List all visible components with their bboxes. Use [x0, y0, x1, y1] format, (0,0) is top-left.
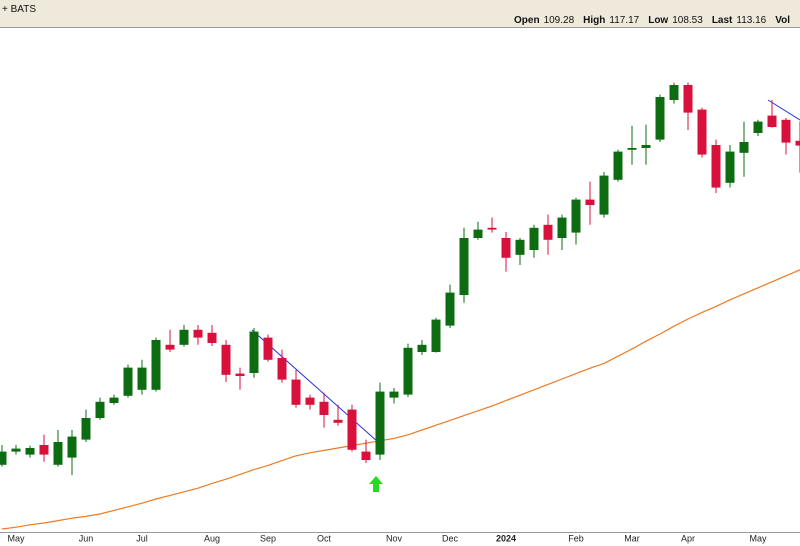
- quote-value: 113.16: [736, 15, 767, 26]
- candle-body: [39, 445, 49, 455]
- candle-body: [109, 397, 119, 403]
- candle-body: [319, 401, 329, 415]
- candle-body: [529, 227, 539, 250]
- candle-body: [473, 229, 483, 238]
- candle-body: [235, 373, 245, 376]
- candle-body: [347, 409, 357, 450]
- candle-body: [25, 448, 35, 455]
- x-tick-label: Nov: [386, 533, 403, 543]
- candle-body: [193, 329, 203, 338]
- x-tick-label: Feb: [568, 533, 584, 543]
- candle-body: [781, 119, 791, 143]
- x-tick-label: Apr: [681, 533, 695, 543]
- candle-body: [725, 151, 735, 183]
- x-tick-label: Mar: [624, 533, 640, 543]
- candle-body: [151, 340, 161, 390]
- candle-body: [123, 367, 133, 396]
- quote-label: Low: [648, 15, 669, 26]
- candle-body: [711, 145, 721, 188]
- quote-value: 109.28: [543, 15, 575, 26]
- x-tick-label: Aug: [204, 533, 220, 543]
- candle-body: [599, 175, 609, 215]
- candle-body: [753, 121, 763, 133]
- candle-body: [613, 151, 623, 180]
- candle-body: [389, 391, 399, 398]
- moving-average-line: [1, 269, 800, 530]
- candle-body: [179, 329, 189, 345]
- candle-body: [277, 358, 287, 380]
- candle-body: [767, 115, 777, 127]
- candle-body: [571, 199, 581, 233]
- candle-body: [81, 418, 91, 440]
- buy-signal-arrow: [369, 476, 383, 492]
- candle-body: [305, 397, 315, 405]
- candle-body: [515, 239, 525, 255]
- x-tick-label: Jun: [79, 533, 94, 543]
- candle-body: [0, 451, 7, 465]
- candle-body: [487, 227, 497, 230]
- candle-body: [585, 199, 595, 205]
- quote-label: High: [583, 15, 606, 26]
- candle-body: [683, 85, 693, 113]
- candle-body: [291, 379, 301, 405]
- candle-body: [641, 145, 651, 148]
- trend-line: [767, 99, 800, 121]
- candle-body: [459, 238, 469, 295]
- candle-body: [403, 347, 413, 395]
- candle-body: [501, 238, 511, 258]
- candle-body: [249, 331, 259, 373]
- candle-body: [53, 442, 63, 465]
- x-tick-label: Oct: [317, 533, 332, 543]
- candle-body: [669, 85, 679, 100]
- quote-bar: Open 109.28 High 117.17 Low 108.53 Last 113.16 V…: [514, 15, 794, 26]
- candle-body: [795, 140, 800, 146]
- candle-body: [221, 344, 231, 375]
- candle-body: [361, 451, 371, 460]
- candle-body: [375, 391, 385, 455]
- candle-body: [445, 292, 455, 326]
- x-tick-label: Dec: [442, 533, 459, 543]
- quote-value: 117.17: [609, 15, 640, 26]
- x-tick-label: 2024: [496, 533, 516, 543]
- candle-body: [207, 332, 217, 343]
- candle-body: [67, 436, 77, 458]
- x-tick-label: May: [7, 533, 25, 543]
- candle-body: [137, 367, 147, 390]
- x-tick-label: Jul: [136, 533, 148, 543]
- candle-body: [95, 401, 105, 418]
- x-tick-label: Sep: [260, 533, 276, 543]
- exchange-label: + BATS: [2, 4, 36, 15]
- candle-body: [11, 448, 21, 452]
- candle-body: [739, 142, 749, 153]
- quote-label: Open: [514, 15, 540, 26]
- x-tick-label: May: [749, 533, 767, 543]
- candle-body: [431, 319, 441, 352]
- candle-body: [417, 344, 427, 352]
- header-bar: + BATS Open 109.28 High 117.17 Low 108.53 Last…: [0, 0, 800, 28]
- candle-body: [263, 337, 273, 360]
- candle-body: [333, 419, 343, 423]
- candle-body: [543, 224, 553, 240]
- quote-value: 108.53: [672, 15, 703, 26]
- trend-line: [251, 329, 379, 443]
- candle-body: [697, 109, 707, 155]
- candle-body: [627, 148, 637, 150]
- candle-body: [165, 344, 175, 350]
- candle-body: [557, 217, 567, 238]
- quote-label: Vol: [775, 15, 791, 26]
- quote-label: Last: [711, 15, 733, 26]
- candle-body: [655, 97, 665, 140]
